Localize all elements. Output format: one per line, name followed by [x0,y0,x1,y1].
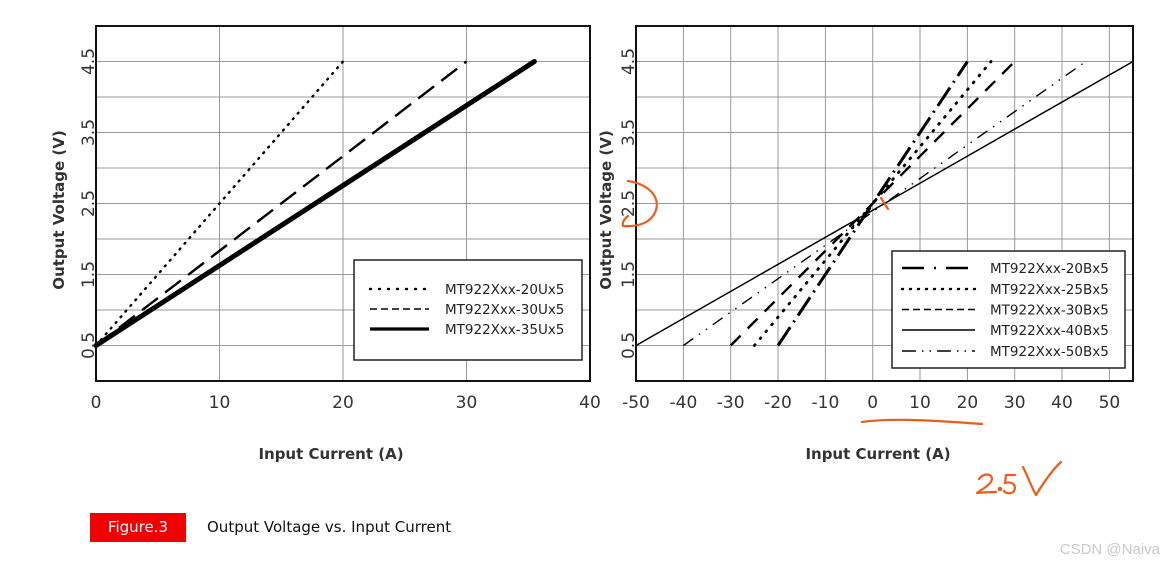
right-legend: MT922Xxx-20Bx5 MT922Xxx-25Bx5 MT922Xxx-3… [891,250,1126,369]
series-50Bx5 [682,60,1087,347]
y-tick: 3.5 [79,119,99,146]
x-tick: -30 [717,393,745,413]
legend-label: MT922Xxx-30Ux5 [445,302,564,318]
series-20Bx5 [776,60,969,347]
legend-label: MT922Xxx-50Bx5 [990,344,1109,360]
x-tick: 0 [867,393,878,413]
y-tick: 4.5 [619,48,639,75]
y-tick: 1.5 [619,261,639,288]
right-plot-frame [635,25,1134,382]
left-x-axis-title: Input Current (A) [258,445,403,463]
bracket-mark-2.5 [621,179,658,228]
x-tick: 30 [456,393,478,413]
legend-label: MT922Xxx-35Ux5 [445,322,564,338]
right-x-axis-title: Input Current (A) [805,445,950,463]
x-tick: 0 [91,393,102,413]
y-tick: 0.5 [79,332,99,359]
legend-label: MT922Xxx-40Bx5 [990,323,1109,339]
note-V [1021,460,1063,497]
x-tick: 10 [909,393,931,413]
x-tick: -50 [622,393,650,413]
left-y-axis-title: Output Voltage (V) [50,130,68,289]
figure-caption: Output Voltage vs. Input Current [207,518,452,536]
x-tick: 50 [1099,393,1121,413]
series-30Ux5 [95,60,468,347]
watermark: CSDN @Naiva [1059,541,1160,558]
legend-label: MT922Xxx-20Bx5 [990,261,1109,277]
y-tick: 4.5 [79,48,99,75]
y-tick: 3.5 [619,119,639,146]
right-y-ticks: 4.5 3.5 2.5 1.5 0.5 [619,48,639,359]
y-tick: 2.5 [79,190,99,217]
handwritten-note-text: 2.5V [1000,484,1003,486]
left-plot-frame [95,25,591,382]
crossing-mark [879,196,890,211]
legend-label: MT922Xxx-25Bx5 [990,282,1109,298]
x-tick: 10 [209,393,231,413]
x-tick: -10 [812,393,840,413]
series-30Bx5 [729,60,1016,347]
series-20Ux5 [94,60,345,347]
x-tick: -40 [670,393,698,413]
underline-mark [860,418,984,426]
handwritten-annotations [621,179,1063,497]
x-tick: 20 [332,393,354,413]
right-y-axis-title: Output Voltage (V) [597,130,615,289]
right-chart: MT922Xxx-20Bx5 MT922Xxx-25Bx5 MT922Xxx-3… [597,25,1134,463]
x-tick: -20 [764,393,792,413]
note-5 [1002,473,1017,495]
note-2 [975,473,998,495]
left-legend: MT922Xxx-20Ux5 MT922Xxx-30Ux5 MT922Xxx-3… [353,259,583,361]
x-tick: 40 [1051,393,1073,413]
x-tick: 20 [957,393,979,413]
legend-label: MT922Xxx-20Ux5 [445,282,564,298]
y-tick: 1.5 [79,261,99,288]
note-dot [997,486,1003,492]
right-x-ticks: -50 -40 -30 -20 -10 0 10 20 30 40 50 [622,393,1120,413]
legend-label: MT922Xxx-30Bx5 [990,303,1109,319]
left-y-ticks: 4.5 3.5 2.5 1.5 0.5 [79,48,99,359]
x-tick: 40 [579,393,601,413]
left-x-ticks: 0 10 20 30 40 [91,393,601,413]
y-tick: 0.5 [619,332,639,359]
x-tick: 30 [1004,393,1026,413]
figure-number-badge: Figure.3 [90,513,186,542]
series-25Bx5 [753,60,993,347]
series-35Ux5 [93,59,537,348]
y-tick: 2.5 [619,190,639,217]
left-series [93,59,537,348]
left-chart: MT922Xxx-20Ux5 MT922Xxx-30Ux5 MT922Xxx-3… [50,25,601,463]
